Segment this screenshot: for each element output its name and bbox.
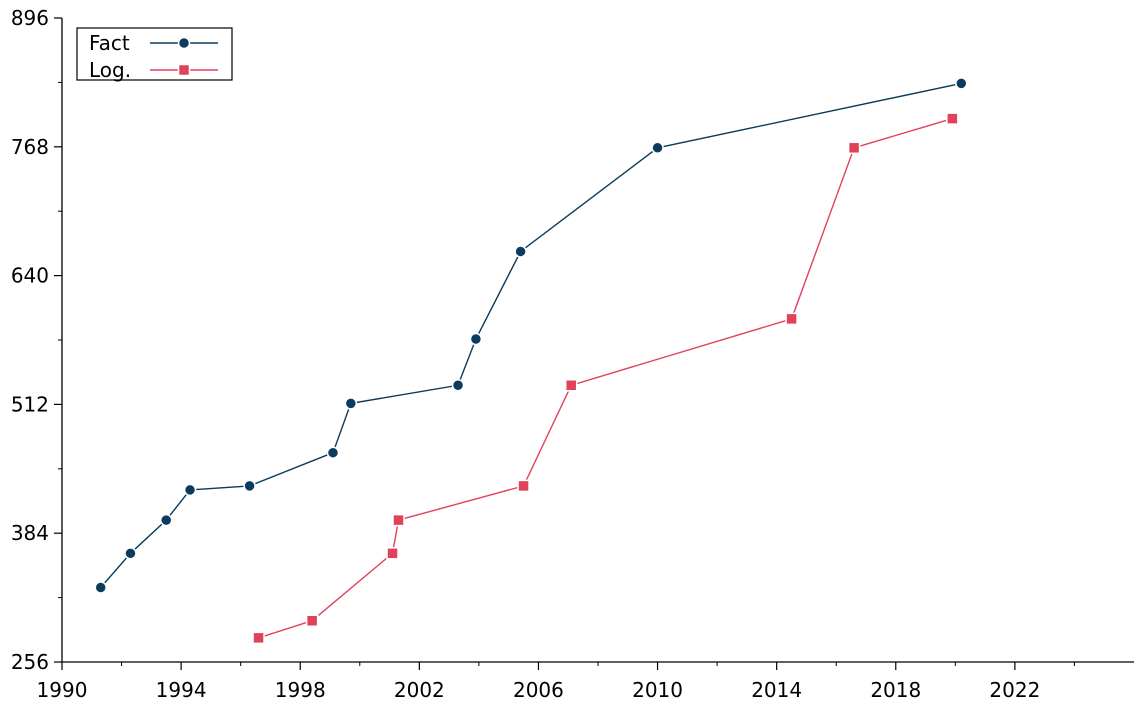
data-point (243, 479, 256, 493)
data-point (451, 379, 465, 392)
data-point (564, 379, 578, 392)
series-1 (252, 112, 959, 645)
x-tick-label: 2022 (989, 678, 1040, 702)
y-tick-label: 640 (11, 264, 49, 288)
data-point (124, 547, 137, 560)
data-point (344, 397, 358, 410)
series-line (100, 82, 962, 588)
y-tick-label: 768 (11, 135, 49, 159)
y-tick-label: 384 (11, 521, 49, 545)
x-tick-label: 1994 (156, 678, 207, 702)
x-tick-label: 2006 (513, 678, 564, 702)
legend-marker (177, 36, 191, 50)
data-point (159, 513, 173, 527)
y-tick-label: 256 (11, 650, 49, 674)
data-point (946, 112, 959, 125)
legend-label: Log. (89, 58, 131, 82)
x-tick-label: 1990 (37, 678, 88, 702)
axes: 1990 1994 1998 2002 2006 2010 2014 2018 2022 256 3… (11, 6, 1134, 702)
y-tick-label: 896 (11, 6, 49, 30)
data-point (651, 141, 664, 155)
x-tick-label: 2018 (870, 678, 921, 702)
y-tick-label: 512 (11, 392, 49, 416)
x-tick-label: 1998 (275, 678, 326, 702)
legend-marker (177, 63, 191, 77)
data-point (469, 332, 483, 346)
x-tick-label: 2010 (632, 678, 683, 702)
series-line (258, 117, 953, 639)
data-point (94, 581, 107, 594)
series-0 (94, 77, 968, 594)
data-point (326, 446, 340, 459)
data-point (392, 513, 405, 527)
series-layer (94, 77, 968, 645)
data-point (252, 631, 265, 645)
data-point (514, 245, 527, 258)
x-tick-label: 2002 (394, 678, 445, 702)
data-point (386, 547, 399, 560)
data-point (183, 483, 197, 497)
legend-label: Fact (89, 31, 130, 55)
legend-box (76, 27, 233, 81)
data-point (955, 77, 968, 90)
x-tick-label: 2014 (751, 678, 802, 702)
legend: Fact Log. (76, 27, 233, 82)
data-point (847, 141, 861, 155)
data-point (785, 312, 798, 326)
data-point (305, 614, 319, 627)
data-point (517, 479, 530, 493)
